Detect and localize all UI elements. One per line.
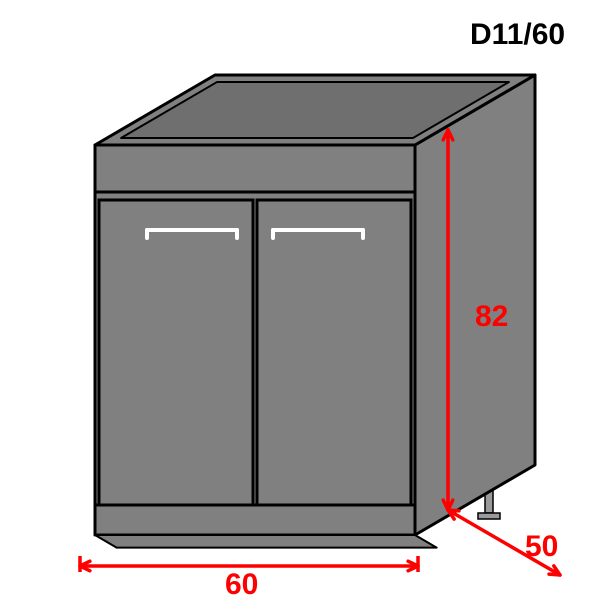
dimension-height-label: 82 [475, 300, 508, 334]
dimension-width-label: 60 [225, 568, 258, 602]
model-code: D11/60 [470, 18, 565, 52]
diagram-svg [0, 0, 616, 609]
cabinet-diagram: D11/60 82 60 50 [0, 0, 616, 609]
dimension-depth-label: 50 [525, 530, 558, 564]
